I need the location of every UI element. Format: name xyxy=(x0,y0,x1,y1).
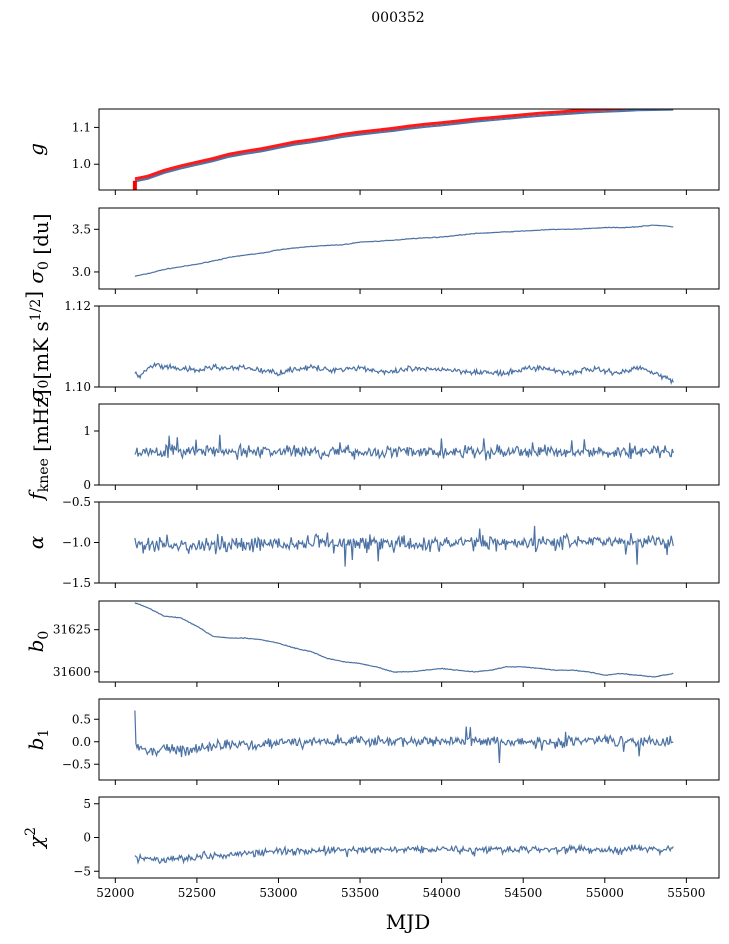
panel-b1: −0.5 0.0 0.5 b1 xyxy=(24,698,720,785)
plot-area-b0 xyxy=(134,602,674,678)
y-axis-label-part: 1/2 xyxy=(28,299,44,322)
axes-frame-sigma0_du xyxy=(98,207,720,290)
y-axis-label-b1: b1 xyxy=(24,729,52,751)
y-axis-label-part: 1 xyxy=(36,729,52,738)
fit-start-mark-g xyxy=(132,180,137,190)
y-axis-label-fknee: fknee [mHz] xyxy=(24,389,53,501)
x-axis-label: MJD xyxy=(386,910,431,934)
fit-line-g xyxy=(134,109,649,181)
y-axis-label-part: χ xyxy=(24,834,48,850)
y-axis-label-part: ] xyxy=(21,291,45,299)
y-axis-label-part: [mHz] xyxy=(29,389,53,458)
plot-area-sigma0_du xyxy=(134,224,674,277)
axes-frame-g xyxy=(98,108,720,191)
y-axis-label-sigma0_du: σ0 [du] xyxy=(24,213,53,283)
series-line-sigma0_mks xyxy=(134,361,674,385)
axes-frame-sigma0_mks xyxy=(98,305,720,388)
y-tick-label: 1.0 xyxy=(72,157,91,171)
y-axis-label-part: g xyxy=(24,143,48,156)
y-tick-label: 0.0 xyxy=(72,735,91,749)
panel-chi2: 52000 52500 53000 53500 54000 54500 55000 55500… xyxy=(23,796,720,900)
y-axis-label-alpha: α xyxy=(24,535,48,549)
y-axis-label-part: σ xyxy=(24,387,48,402)
series-line-b1 xyxy=(134,710,674,764)
y-tick-label: 31625 xyxy=(53,623,91,637)
y-axis-label-part: [mK s xyxy=(29,321,53,379)
y-tick-label: 0 xyxy=(83,831,91,845)
y-axis-label-part: [du] xyxy=(29,213,53,261)
y-axis-label-part: knee xyxy=(36,458,52,492)
series-line-lower-g xyxy=(134,109,674,183)
x-tick-label: 53500 xyxy=(341,886,379,900)
x-tick-label: 55500 xyxy=(667,886,705,900)
plot-area-sigma0_mks xyxy=(134,361,674,385)
axes-frame-chi2 xyxy=(98,796,720,879)
x-tick-label: 54000 xyxy=(423,886,461,900)
y-tick-label: −1.5 xyxy=(62,576,91,590)
y-tick-label: −5 xyxy=(73,864,91,878)
y-axis-label-part: 2 xyxy=(23,827,39,836)
plot-area-b1 xyxy=(134,710,674,764)
y-axis-label-part: b xyxy=(24,640,48,653)
y-tick-label: 31600 xyxy=(53,665,91,679)
y-axis-label-g: g xyxy=(24,143,48,156)
y-axis-label-part: b xyxy=(24,738,48,751)
plot-area-alpha xyxy=(134,525,674,567)
series-line-g xyxy=(134,109,674,182)
x-tick-label: 55000 xyxy=(586,886,624,900)
x-tick-label: 53000 xyxy=(259,886,297,900)
y-axis-label-part: 0 xyxy=(36,261,52,270)
y-axis-label-part: σ xyxy=(24,269,48,284)
y-tick-label: 0.5 xyxy=(72,712,91,726)
axes-frame-fknee xyxy=(98,403,720,486)
y-tick-label: 1.10 xyxy=(64,380,91,394)
x-tick-label: 54500 xyxy=(504,886,542,900)
x-tick-label: 52000 xyxy=(96,886,134,900)
y-axis-label-b0: b0 xyxy=(24,631,52,653)
y-tick-label: 1.1 xyxy=(72,120,91,134)
panel-fknee: 0 1 fknee [mHz] xyxy=(24,389,720,502)
x-tick-label: 52500 xyxy=(178,886,216,900)
y-axis-label-part: α xyxy=(24,535,48,549)
axes-frame-alpha xyxy=(98,501,720,584)
axes-frame-b0 xyxy=(98,600,720,683)
plot-area-fknee xyxy=(134,434,674,461)
panel-sigma0_du: 3.0 3.5 σ0 [du] xyxy=(24,207,720,294)
plot-area-chi2 xyxy=(134,843,674,865)
panel-sigma0_mks: 1.10 1.12 σ0[mK s1/2] xyxy=(21,291,720,402)
y-tick-label: −0.5 xyxy=(62,495,91,509)
y-axis-label-part: 0 xyxy=(36,631,52,640)
series-line-sigma0_du xyxy=(134,224,674,277)
y-tick-label: 5 xyxy=(83,797,91,811)
y-axis-label-sigma0_mks: σ0[mK s1/2] xyxy=(21,291,53,402)
y-tick-label: 0 xyxy=(83,478,91,492)
panel-alpha: −1.5 −1.0 −0.5 α xyxy=(24,495,720,590)
axes-frame-b1 xyxy=(98,698,720,781)
figure-title: 000352 xyxy=(371,10,424,26)
y-tick-label: −1.0 xyxy=(62,536,91,550)
y-axis-label-part: 0 xyxy=(36,380,52,389)
y-tick-label: −0.5 xyxy=(62,757,91,771)
series-line-fknee xyxy=(134,434,674,461)
plot-area-g xyxy=(132,109,674,190)
y-tick-label: 1 xyxy=(83,424,91,438)
y-axis-label-chi2: χ2 xyxy=(23,827,48,850)
series-line-chi2 xyxy=(134,843,674,865)
panel-g: 1.0 1.1 g xyxy=(24,108,720,195)
series-line-b0 xyxy=(134,602,674,678)
y-tick-label: 3.0 xyxy=(72,265,91,279)
series-line-alpha xyxy=(134,525,674,567)
y-tick-label: 3.5 xyxy=(72,222,91,236)
y-tick-label: 1.12 xyxy=(64,299,91,313)
